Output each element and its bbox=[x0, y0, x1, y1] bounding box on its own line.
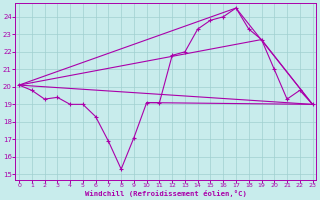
X-axis label: Windchill (Refroidissement éolien,°C): Windchill (Refroidissement éolien,°C) bbox=[85, 190, 247, 197]
